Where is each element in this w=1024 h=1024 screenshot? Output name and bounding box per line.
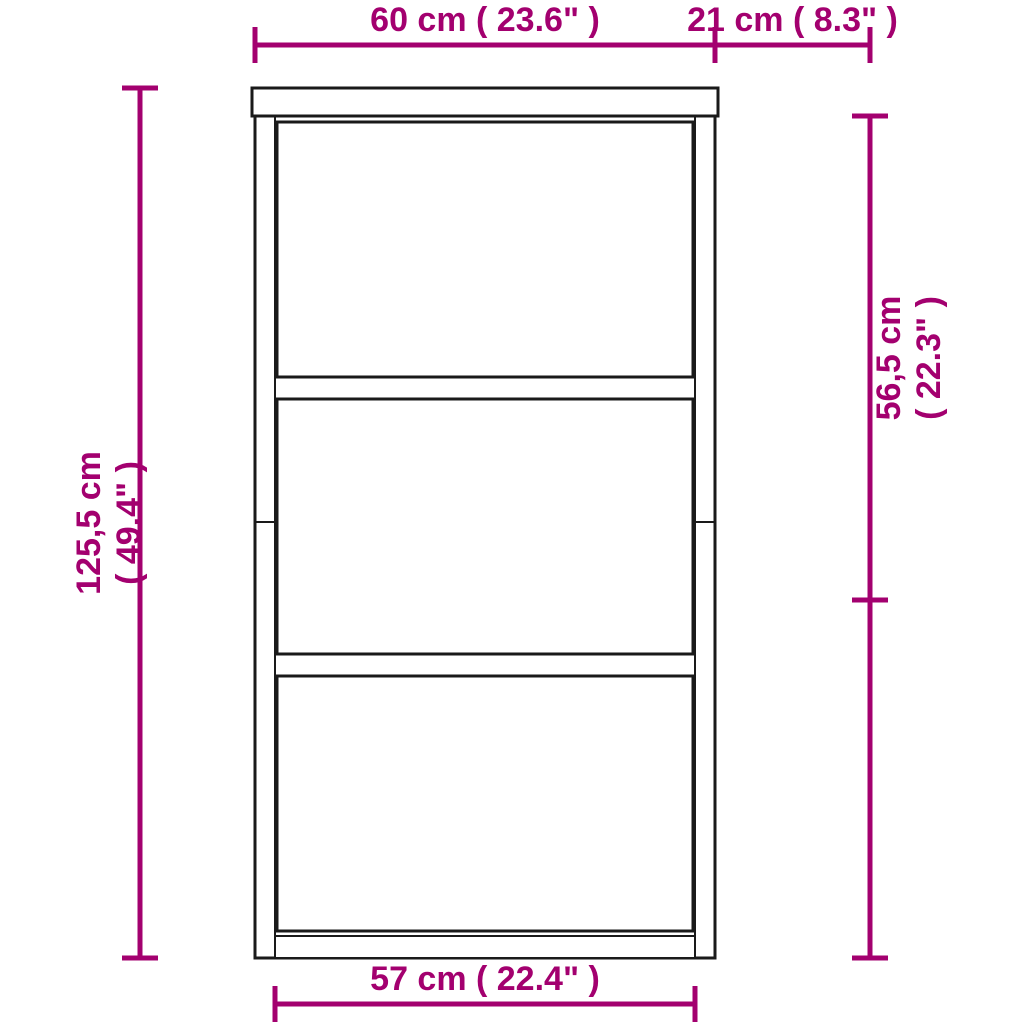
svg-text:( 49.4" ): ( 49.4" ) xyxy=(110,461,148,585)
svg-text:60 cm ( 23.6" ): 60 cm ( 23.6" ) xyxy=(370,1,600,39)
svg-text:56,5 cm: 56,5 cm xyxy=(870,296,908,421)
svg-text:125,5 cm: 125,5 cm xyxy=(70,451,108,595)
svg-text:21 cm ( 8.3" ): 21 cm ( 8.3" ) xyxy=(687,1,898,39)
svg-text:( 22.3" ): ( 22.3" ) xyxy=(910,296,948,420)
svg-text:57 cm ( 22.4" ): 57 cm ( 22.4" ) xyxy=(370,960,600,998)
